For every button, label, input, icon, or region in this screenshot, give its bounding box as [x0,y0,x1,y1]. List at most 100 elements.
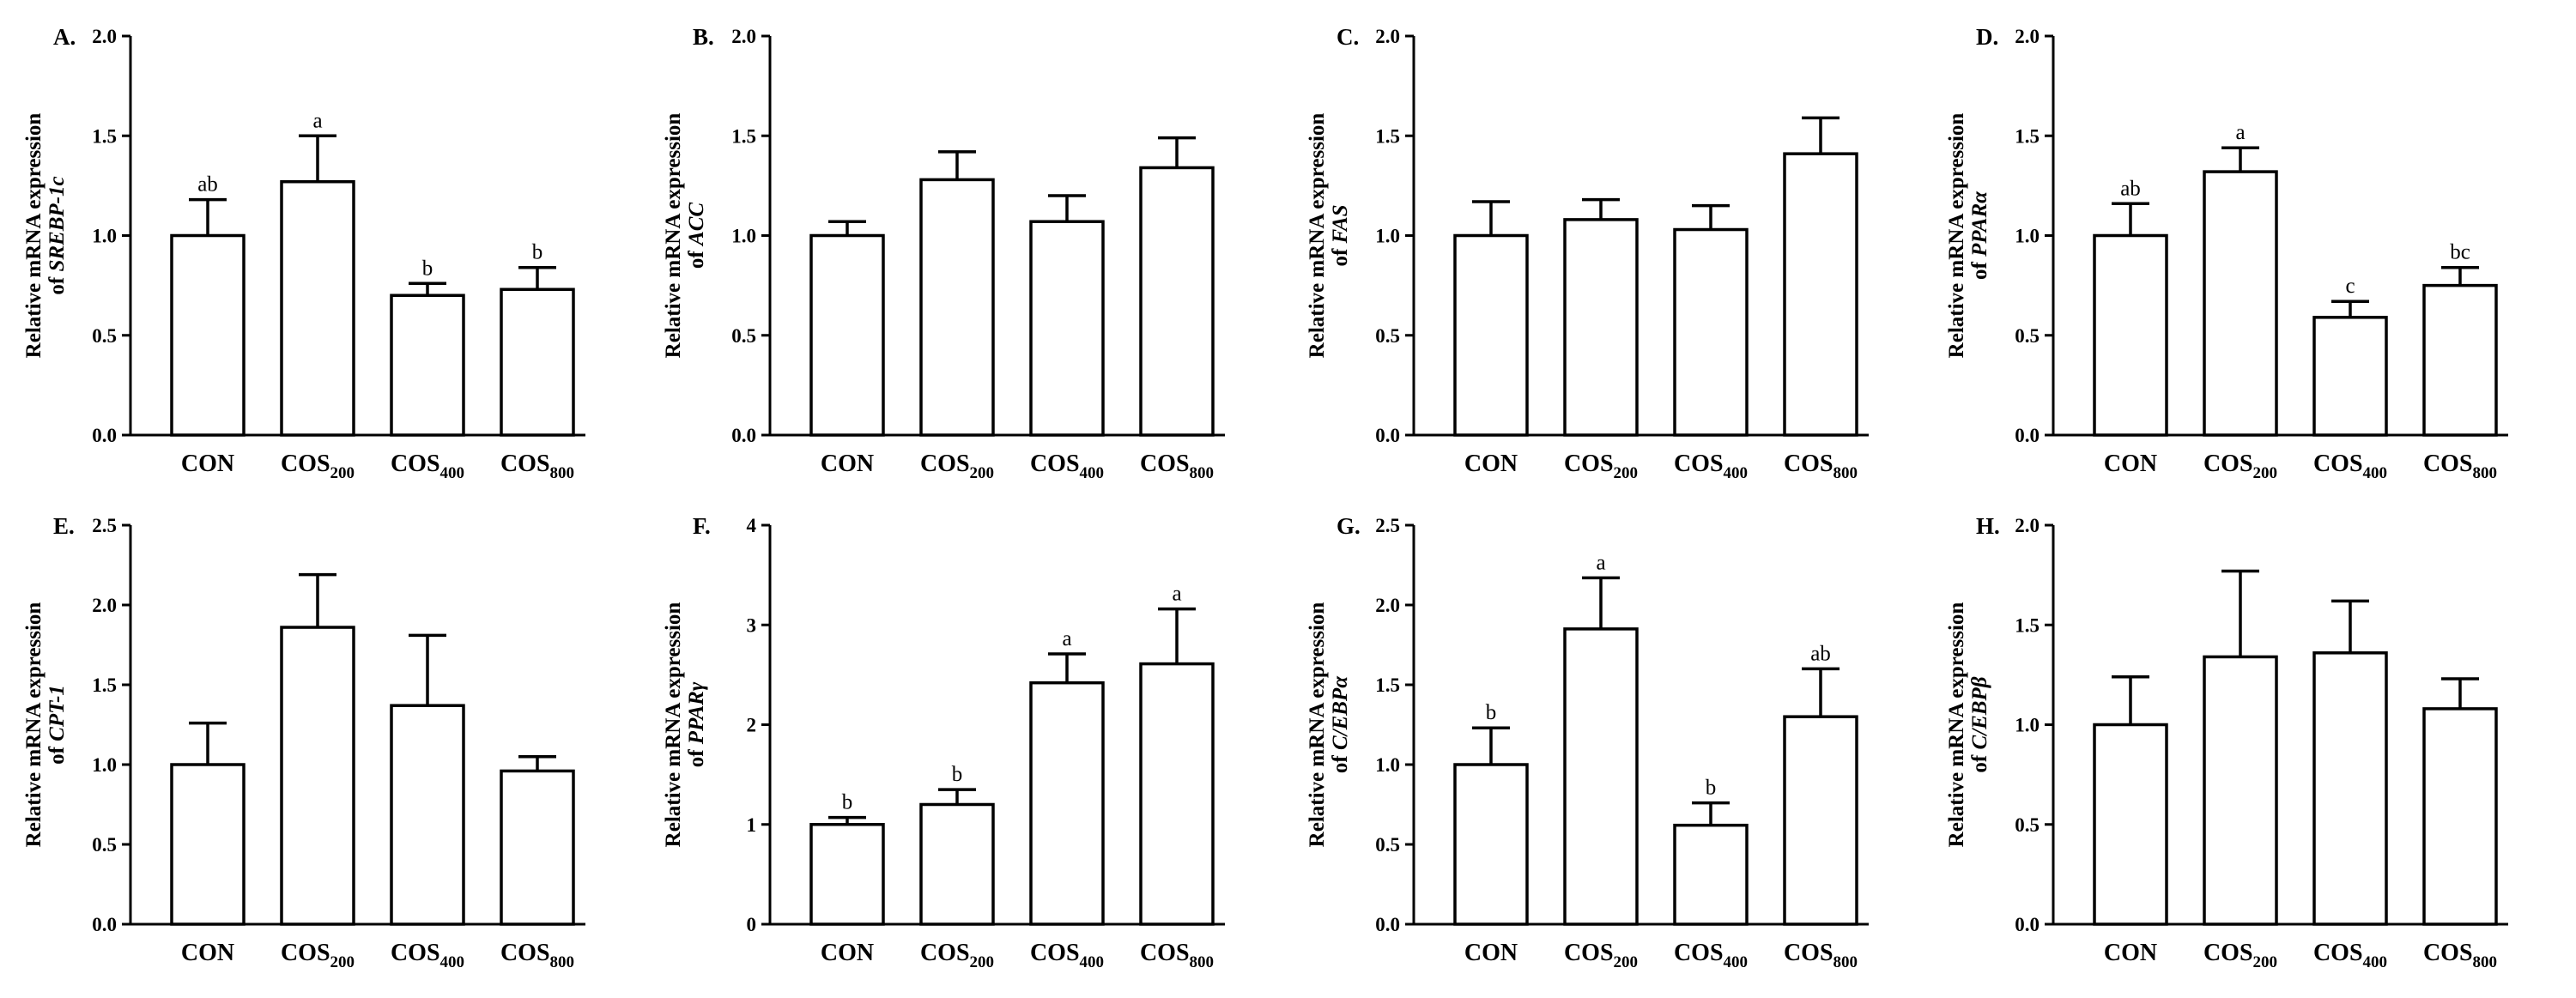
significance-letter: a [1062,627,1071,650]
y-tick-label: 2.0 [92,595,117,616]
significance-letter: bc [2450,241,2470,264]
y-tick-label: 2.5 [92,515,117,536]
x-tick-label-subscript: 800 [2473,464,2498,482]
x-tick-label-main: COS [920,940,970,966]
y-axis-label-line1: Relative mRNA expression [1945,113,1968,359]
bar [2203,170,2278,437]
y-tick-label: 2.0 [92,26,117,47]
y-axis-label-prefix: of [685,245,708,269]
y-tick-label: 4 [747,515,757,536]
y-axis-label-line2: of SREBP-1c [45,176,69,294]
y-tick-label: 1.0 [92,754,117,776]
y-axis-label-line1: Relative mRNA expression [1306,113,1329,359]
bar [500,769,575,926]
y-tick-label: 0.0 [2015,425,2040,446]
x-tick-label: CON [821,940,874,966]
y-tick-label: 1.5 [1375,125,1400,147]
x-tick-label-subscript: 200 [330,464,355,482]
y-tick-label: 0.5 [1375,325,1400,347]
bar [1563,627,1639,926]
y-tick-label: 1.5 [2015,125,2040,147]
y-tick-label: 2 [747,715,757,736]
x-tick-label-subscript: 800 [1834,953,1858,971]
x-tick-label-subscript: 400 [2363,464,2388,482]
x-tick-label-subscript: 200 [2253,464,2278,482]
x-tick-label-subscript: 200 [2253,953,2278,971]
significance-letter: a [312,109,322,132]
x-tick-label-subscript: 400 [1080,464,1105,482]
y-axis-label-prefix: of [1329,750,1352,773]
y-axis-label-gene: CPT-1 [45,685,69,741]
significance-letter: c [2345,275,2355,298]
bar [1453,763,1529,926]
x-tick-label: COS200 [1564,940,1638,971]
significance-letter: b [1486,701,1497,724]
bar [500,287,575,437]
bar [2093,723,2168,926]
y-tick-label: 0.0 [731,425,756,446]
x-tick-label-main: COS [1674,451,1724,477]
y-axis-label-prefix: of [45,272,69,295]
bar [2203,655,2278,926]
y-axis-label-gene: ACC [685,203,708,247]
x-tick-label: COS200 [920,940,994,971]
significance-letter: b [952,763,963,786]
x-tick-label: COS400 [2313,451,2387,482]
x-tick-label: COS800 [2423,451,2497,482]
y-axis-label-gene: C/EBPα [1329,675,1352,750]
x-tick-label-main: COS [1674,940,1724,966]
y-tick-label: 1.0 [1375,754,1400,776]
y-axis-label-gene: C/EBPβ [1968,676,1991,749]
y-tick-label: 0.5 [1375,834,1400,856]
x-tick-label-subscript: 400 [440,464,465,482]
y-tick-label: 2.0 [2015,26,2040,47]
x-tick-label-main: COS [1030,451,1080,477]
y-tick-label: 1.0 [92,226,117,247]
y-axis-label-line1: Relative mRNA expression [22,113,45,359]
x-tick-label: CON [1464,940,1518,966]
x-tick-label: COS400 [1030,451,1104,482]
y-tick-label: 0.0 [92,425,117,446]
x-tick-label: COS400 [391,940,464,971]
x-tick-label-subscript: 400 [1080,953,1105,971]
x-tick-label: COS800 [1140,451,1214,482]
x-tick-label-main: CON [821,940,874,966]
y-tick-label: 1.0 [1375,226,1400,247]
x-tick-label: CON [181,451,234,477]
bar [1783,152,1858,437]
y-tick-label: 0.0 [2015,914,2040,935]
y-axis-label-line2: of C/EBPβ [1968,676,1991,772]
bar [809,233,885,437]
y-tick-label: 0.0 [1375,425,1400,446]
significance-letter: ab [1810,642,1831,665]
x-tick-label-subscript: 400 [1724,464,1749,482]
y-axis-label-line2: of PPARγ [685,681,708,767]
bar [390,293,465,437]
bar [390,704,465,926]
bar [2312,651,2388,926]
x-tick-label-main: CON [181,451,234,477]
y-axis-label-line1: Relative mRNA expression [22,602,45,848]
bar [280,179,355,437]
panel-b: B. Relative mRNA expression of ACC 0.0 0.5 1.… [662,24,1225,482]
panel-label: A. [53,24,76,50]
x-tick-label-subscript: 800 [2473,953,2498,971]
x-tick-label-main: COS [2423,940,2473,966]
bar [1563,218,1639,437]
y-tick-label: 1.5 [731,125,756,147]
x-tick-label-main: COS [281,451,330,477]
y-tick-label: 1.5 [1375,674,1400,696]
x-tick-label-main: CON [1464,451,1518,477]
bar [170,763,245,926]
bar [170,233,245,437]
x-tick-label: CON [2104,451,2157,477]
x-tick-label-main: COS [500,451,550,477]
y-axis-label-line1: Relative mRNA expression [662,602,685,848]
x-tick-label: COS800 [1140,940,1214,971]
y-axis-label-gene: PPARγ [685,681,708,745]
x-tick-label-main: COS [391,451,440,477]
panel-e: E. Relative mRNA expression of CPT-1 0.0 0.5… [22,513,585,971]
y-tick-label: 1.5 [92,674,117,696]
x-tick-label: CON [181,940,234,966]
bar [1139,662,1215,926]
